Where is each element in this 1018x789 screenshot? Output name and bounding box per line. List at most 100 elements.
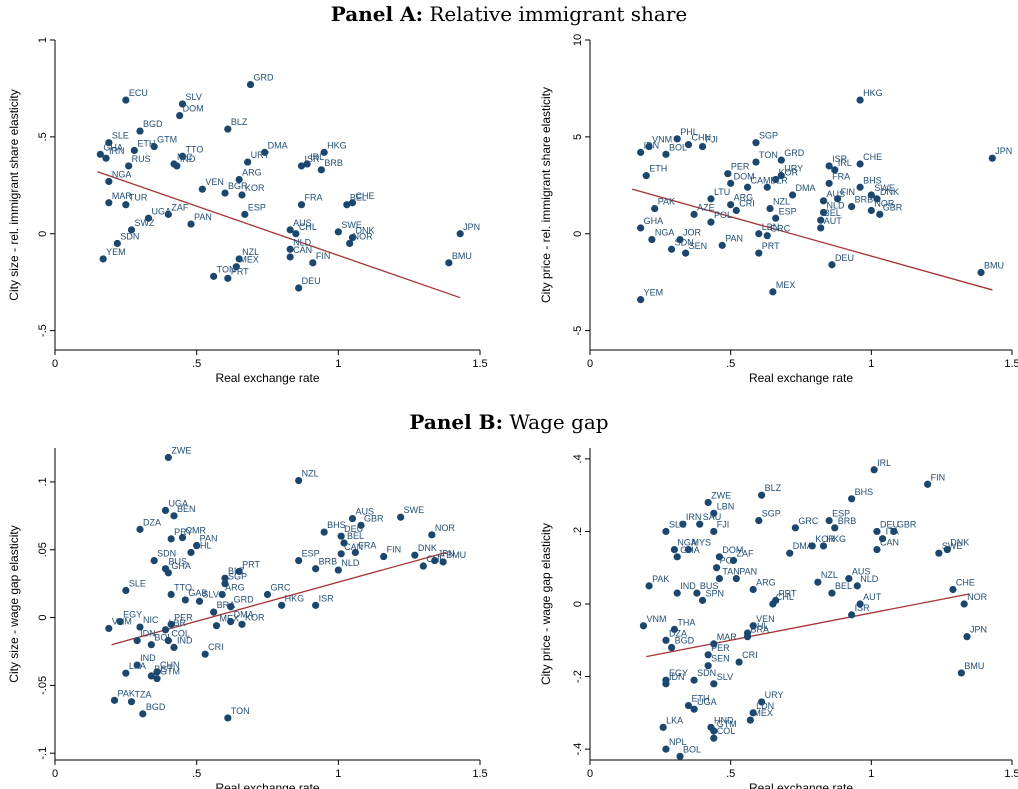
point-label: IND <box>140 653 156 663</box>
point-label: SLE <box>129 578 146 588</box>
point-label: ESP <box>248 202 266 212</box>
point-label: TTO <box>186 144 204 154</box>
data-point <box>667 643 676 652</box>
data-point <box>645 582 653 590</box>
data-point <box>676 752 684 760</box>
point-label: CRI <box>742 650 758 660</box>
data-point <box>662 636 670 644</box>
point-label: GAB <box>188 588 207 598</box>
data-point <box>777 156 785 164</box>
data-point <box>238 191 246 199</box>
data-point <box>136 623 144 631</box>
data-point <box>187 220 195 228</box>
point-label: KOR <box>245 183 265 193</box>
data-point <box>648 235 656 244</box>
point-label: DEU <box>302 276 321 286</box>
point-label: NIC <box>177 152 193 162</box>
point-label: SWE <box>942 541 963 551</box>
point-label: BOL <box>669 142 687 152</box>
point-label: PAK <box>658 197 675 207</box>
point-label: ZWE <box>711 490 731 500</box>
point-label: TTO <box>174 583 192 593</box>
data-point <box>960 600 968 608</box>
data-point <box>227 603 235 611</box>
point-label: FJI <box>706 135 719 145</box>
point-label: NLD <box>341 558 360 568</box>
data-point <box>224 125 232 133</box>
point-label: PER <box>711 643 730 653</box>
point-label: BEN <box>177 504 196 514</box>
point-label: BMU <box>964 661 984 671</box>
point-label: AUS <box>827 189 846 199</box>
point-label: DOM <box>183 104 204 114</box>
point-label: ETH <box>137 138 155 148</box>
data-point <box>769 600 777 608</box>
point-label: DEU <box>344 524 363 534</box>
point-label: CMR <box>186 526 207 536</box>
fitted-line <box>111 551 447 646</box>
data-point <box>102 154 110 162</box>
data-point <box>769 288 777 296</box>
point-label: SLE <box>669 519 686 529</box>
point-label: DZA <box>669 628 687 638</box>
point-label: PRY <box>174 527 192 537</box>
y-tick-label: 1 <box>37 37 49 43</box>
data-point <box>715 575 724 583</box>
point-label: AUS <box>293 218 312 228</box>
x-tick-label: 1.5 <box>1004 768 1018 780</box>
point-label: IND <box>680 581 696 591</box>
data-point <box>161 506 170 514</box>
point-label: CHN <box>691 133 711 143</box>
point-label: BUS <box>700 581 719 591</box>
point-label: NZL <box>302 469 319 479</box>
data-point <box>320 148 328 156</box>
data-point <box>411 551 419 559</box>
data-point <box>848 611 856 619</box>
data-point <box>873 195 881 203</box>
data-point <box>357 521 365 529</box>
data-point <box>110 696 119 704</box>
point-label: SWZ <box>135 218 155 228</box>
point-label: CHE <box>863 152 882 162</box>
data-point <box>127 698 136 706</box>
data-point <box>297 162 306 170</box>
data-point <box>224 274 232 282</box>
point-label: PHL <box>680 127 698 137</box>
point-label: BMU <box>452 251 472 261</box>
point-label: GTM <box>160 667 180 677</box>
data-point <box>743 183 752 191</box>
data-point <box>241 210 249 218</box>
data-point <box>828 261 836 269</box>
data-point <box>380 552 388 561</box>
point-label: JPN <box>438 549 455 559</box>
chart-b-right: 0 .5 1 1.5 -.4 -.2 0 .2 .4 Real exchange rate City… <box>539 448 1018 789</box>
point-label: DEU <box>835 253 854 263</box>
data-point <box>676 235 684 244</box>
data-point <box>662 527 670 536</box>
data-point <box>221 574 229 582</box>
point-label: CRI <box>739 199 755 209</box>
data-point <box>673 589 681 597</box>
data-point <box>698 596 707 604</box>
chart-a-left: 0 .5 1 1.5 -.5 0 .5 1 Real exchange rate City siz… <box>7 37 488 385</box>
point-label: CAM <box>751 175 771 185</box>
data-point <box>755 249 763 257</box>
data-point <box>856 600 864 608</box>
y-tick-label: .5 <box>37 132 49 141</box>
data-point <box>755 230 763 238</box>
point-label: KOR <box>245 612 265 622</box>
data-point <box>130 146 138 155</box>
point-label: NZL <box>773 197 790 207</box>
point-label: BRA <box>217 600 236 610</box>
point-label: PRT <box>242 559 260 569</box>
data-point <box>193 542 201 550</box>
point-label: SDN <box>697 668 716 678</box>
point-label: SDN <box>675 237 694 247</box>
point-label: FRA <box>832 171 850 181</box>
point-label: IRN <box>686 512 702 522</box>
point-label: BRB <box>855 195 874 205</box>
point-label: GRD <box>784 148 805 158</box>
data-point <box>637 148 645 156</box>
point-label: SLV <box>717 672 733 682</box>
point-label: SEN <box>711 654 730 664</box>
